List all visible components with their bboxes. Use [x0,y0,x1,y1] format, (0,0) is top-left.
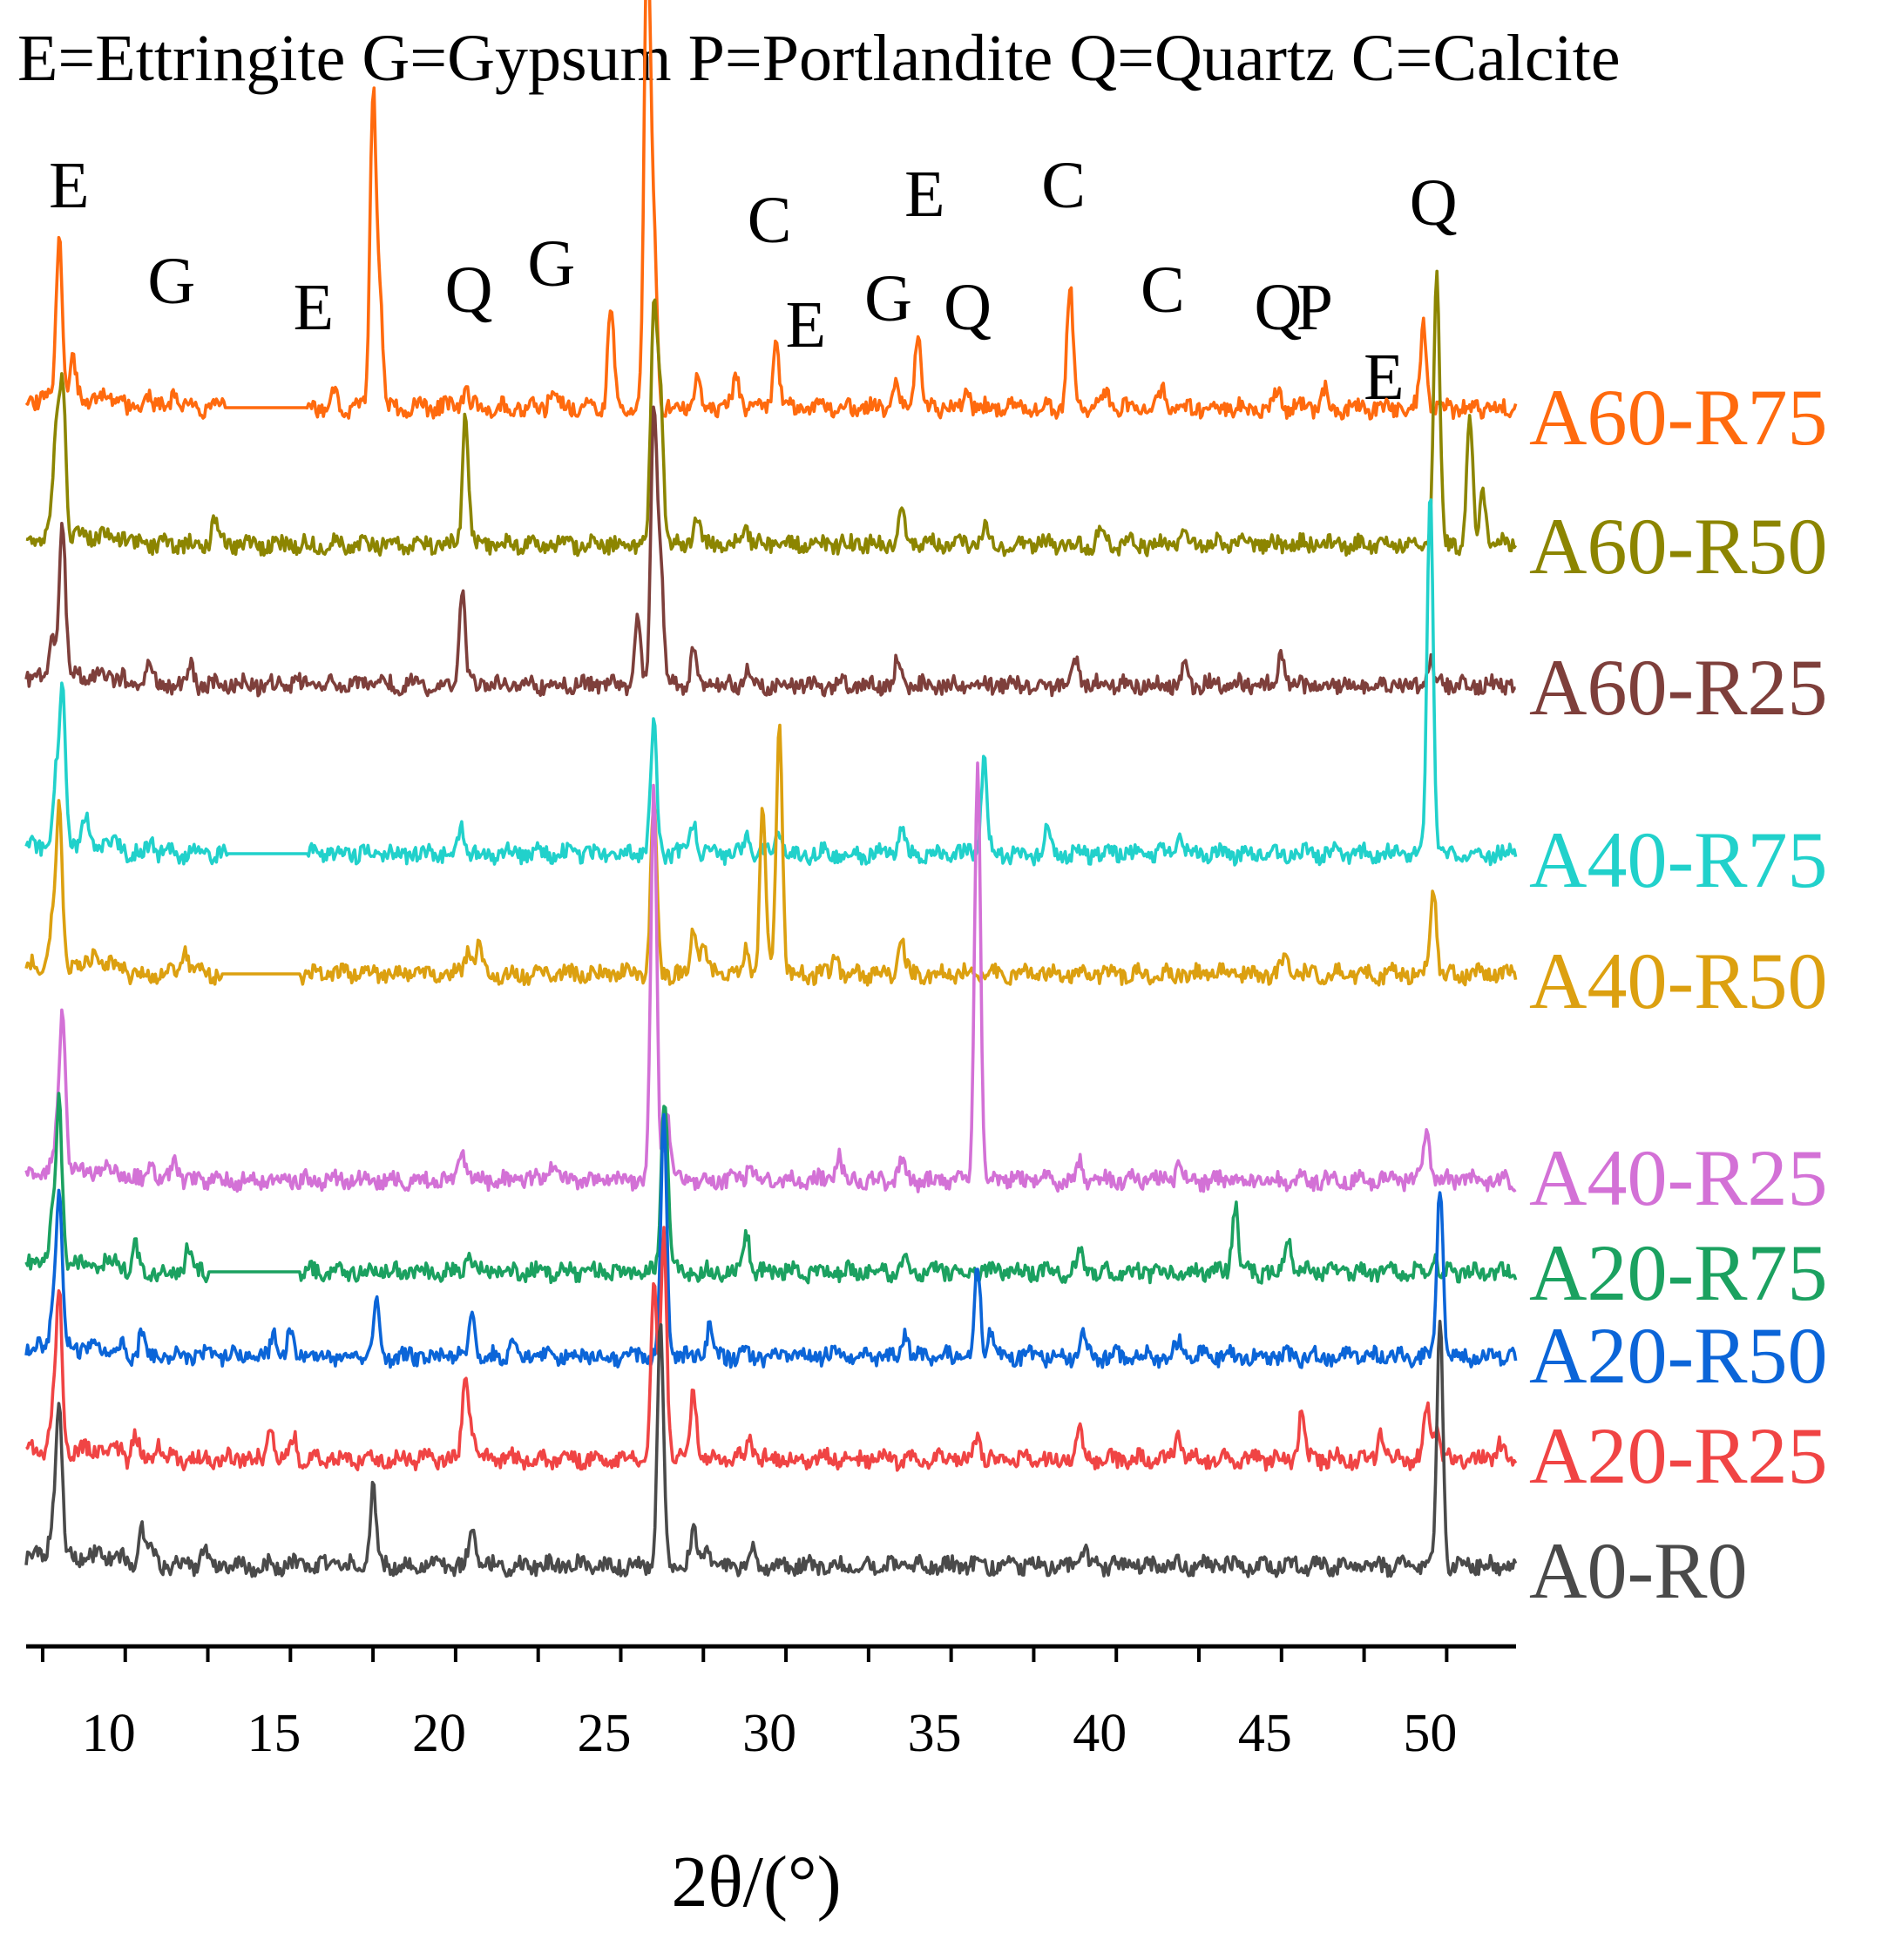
series-line-a20-r25 [25,1226,1518,1472]
peak-label: E [49,149,89,222]
series-line-a60-r50 [25,269,1518,558]
x-tick-label: 30 [742,1704,796,1763]
peak-label: C [1141,253,1185,327]
x-axis-label: 2θ/(°) [671,1842,841,1923]
peak-label: Q [1255,271,1303,344]
series-label-a20-r50: A20-R50 [1529,1311,1827,1400]
x-tick-label: 20 [412,1704,466,1763]
series-line-a40-r75 [24,498,1518,867]
x-tick-label: 15 [247,1704,301,1763]
peak-label: E [294,271,334,344]
series-label-a60-r25: A60-R25 [1529,643,1827,732]
peak-label: G [864,262,912,335]
series-label-a40-r25: A40-R25 [1529,1133,1827,1222]
series-label-a40-r75: A40-R75 [1529,815,1827,904]
peak-label: Q [1410,166,1458,240]
series-line-a0-r0 [24,1320,1518,1578]
x-tick-label: 25 [578,1704,632,1763]
peak-label: G [527,227,575,301]
series-label-a0-r0: A0-R0 [1529,1526,1747,1615]
peak-label: E [1364,341,1404,414]
series-line-a20-r50 [24,1112,1518,1369]
series-label-a20-r25: A20-R25 [1529,1411,1827,1500]
x-axis: 10 15 20 25 30 35 40 45 50 [26,1644,1516,1763]
series-line-a60-r25 [24,405,1516,698]
x-tick-label: 45 [1238,1704,1292,1763]
x-tick-label: 35 [908,1704,962,1763]
series-line-a40-r50 [24,723,1518,987]
peak-label: E [786,288,826,362]
peak-label: Q [445,253,493,327]
x-tick-label: 40 [1073,1704,1127,1763]
series-label-a60-r50: A60-R50 [1529,502,1827,591]
series-label-a60-r75: A60-R75 [1529,373,1827,462]
x-ticks: 10 15 20 25 30 35 40 45 50 [40,1646,1457,1763]
series-label-a20-r75: A20-R75 [1529,1228,1827,1317]
peak-label: C [1041,149,1086,222]
series-line-a20-r75 [24,1092,1518,1285]
chart-title: E=Ettringite G=Gypsum P=Portlandite Q=Qu… [17,22,1621,95]
peak-label: P [1296,271,1333,344]
peak-label: Q [944,271,992,344]
peak-label: C [748,184,792,257]
x-tick-label: 10 [82,1704,136,1763]
x-tick-label: 50 [1403,1704,1457,1763]
series-group [24,0,1518,1578]
peak-labels: EGEPQGQCEGEQCCQPEQ [49,149,1458,414]
peak-label: G [147,245,195,318]
series-line-a60-r75 [24,0,1518,421]
peak-label: E [904,158,944,231]
series-labels: A60-R75 A60-R50 A60-R25 A40-R75 A40-R50 A40-R… [1529,373,1827,1615]
series-label-a40-r50: A40-R50 [1529,936,1827,1025]
series-line-a40-r25 [24,761,1517,1193]
